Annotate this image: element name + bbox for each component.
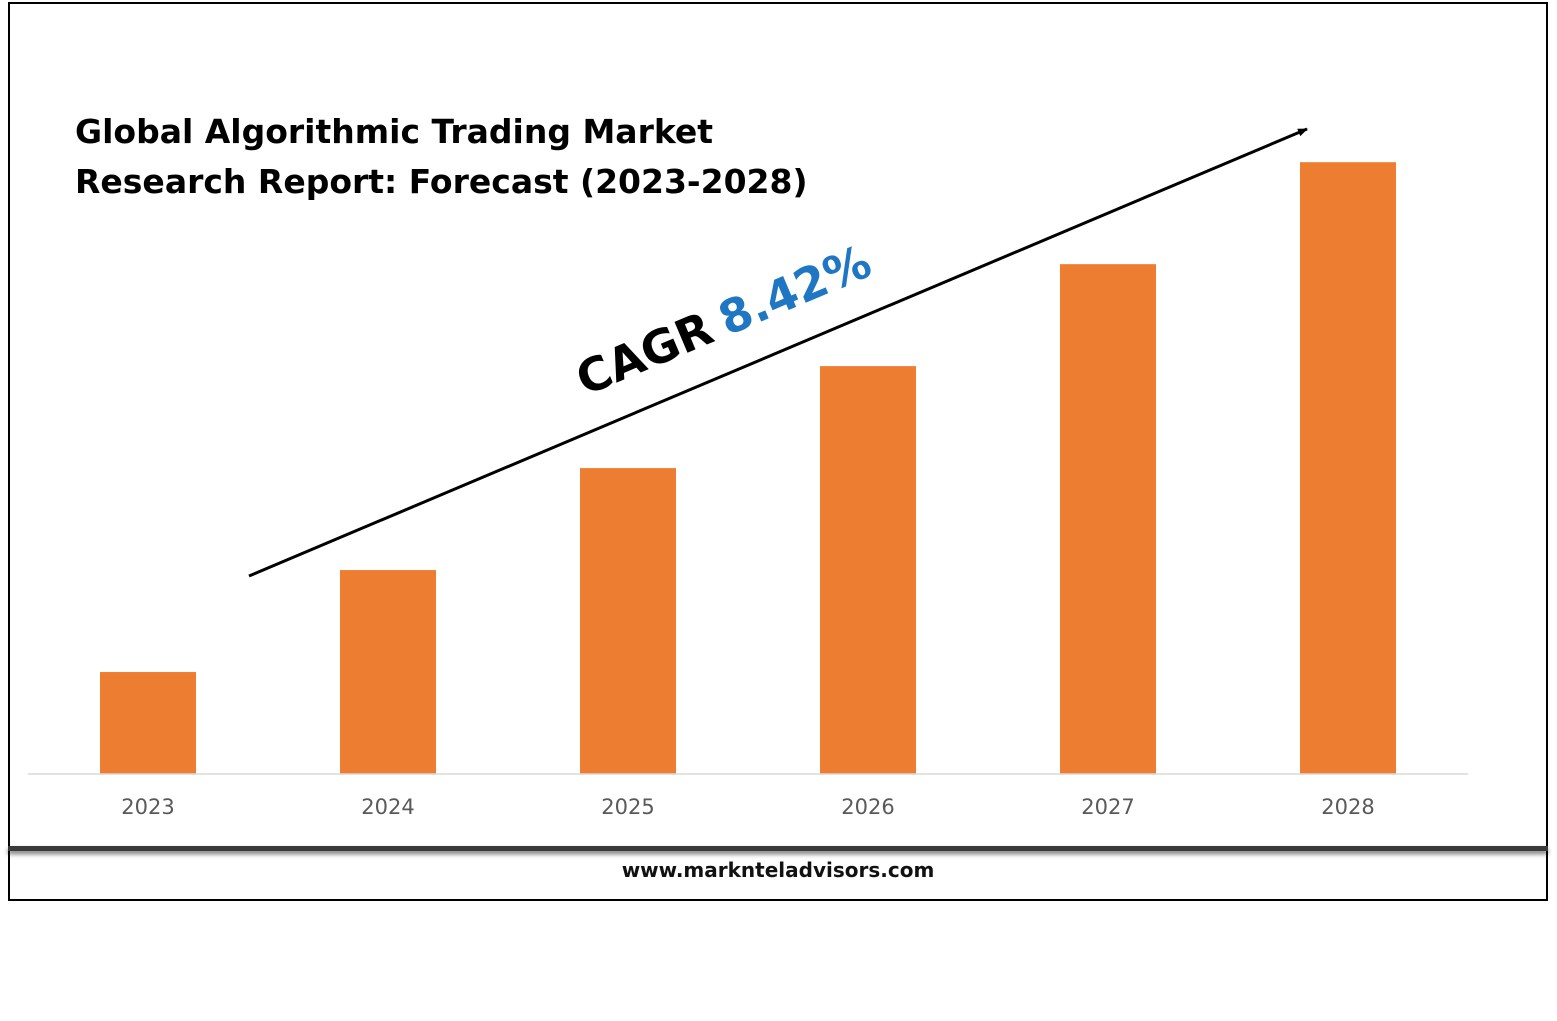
x-tick-label-2028: 2028 bbox=[1321, 795, 1374, 819]
bar-2023 bbox=[100, 672, 196, 774]
trend-arrow bbox=[248, 127, 1308, 578]
bar-series bbox=[100, 162, 1396, 774]
cagr-label: CAGR bbox=[568, 301, 720, 406]
bar-2027 bbox=[1060, 264, 1156, 774]
x-tick-label-2023: 2023 bbox=[121, 795, 174, 819]
x-tick-label-2025: 2025 bbox=[601, 795, 654, 819]
x-tick-label-2026: 2026 bbox=[841, 795, 894, 819]
chart-title-line-1: Global Algorithmic Trading Market bbox=[75, 112, 713, 151]
cagr-value: 8.42% bbox=[711, 234, 879, 346]
bar-2025 bbox=[580, 468, 676, 774]
chart-title-line-2: Research Report: Forecast (2023-2028) bbox=[75, 162, 808, 201]
footer-divider bbox=[8, 846, 1548, 851]
bar-2024 bbox=[340, 570, 436, 774]
bar-2026 bbox=[820, 366, 916, 774]
chart-frame bbox=[8, 2, 1548, 901]
x-tick-label-2024: 2024 bbox=[361, 795, 414, 819]
x-tick-label-2027: 2027 bbox=[1081, 795, 1134, 819]
bar-2028 bbox=[1300, 162, 1396, 774]
x-axis-ticks: 2023 2024 2025 2026 2027 2028 bbox=[121, 795, 1374, 819]
footer-website: www.marknteladvisors.com bbox=[621, 858, 935, 882]
